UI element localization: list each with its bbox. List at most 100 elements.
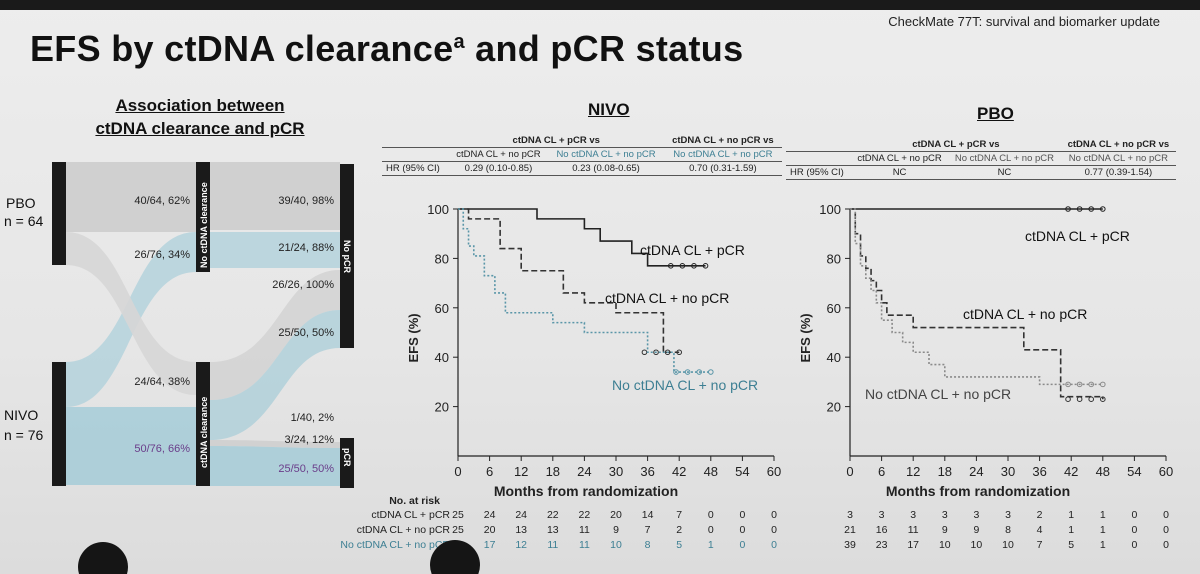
censor-mark — [667, 263, 674, 269]
hr-value-1: NC — [892, 167, 907, 178]
risk-value: 10 — [1002, 539, 1014, 551]
slide-title: EFS by ctDNA clearancea and pCR status — [30, 28, 743, 70]
label-no-pcr: No pCR — [342, 240, 352, 273]
risk-value: 2 — [676, 524, 683, 536]
risk-value: 22 — [578, 509, 591, 521]
top-bar — [0, 0, 1200, 10]
x-tick-label: 6 — [486, 464, 493, 479]
censor-mark — [1076, 206, 1083, 212]
risk-value: 0 — [1163, 509, 1169, 521]
risk-value: 10 — [610, 539, 622, 551]
sankey-heading: Association between ctDNA clearance and … — [70, 94, 330, 140]
series-label: ctDNA CL + pCR — [640, 242, 745, 258]
y-tick-label: 100 — [819, 202, 841, 217]
censor-mark — [702, 263, 709, 269]
hr-comparison-2: No ctDNA CL + no pCR — [954, 153, 1055, 164]
risk-value: 3 — [1005, 509, 1011, 521]
risk-value: 3 — [847, 509, 853, 521]
risk-value: 1 — [707, 539, 714, 551]
censor-mark — [1088, 206, 1095, 212]
risk-value: 1 — [1099, 524, 1106, 536]
x-tick-label: 30 — [1001, 464, 1015, 479]
risk-value: 24 — [483, 509, 496, 521]
pct-pbo-noclear-nopcr: 39/40, 98% — [278, 195, 334, 207]
risk-value: 1 — [1068, 509, 1075, 521]
hr-table-pbo: ctDNA CL + pCR vs ctDNA CL + no pCR vs c… — [786, 138, 1176, 180]
x-tick-label: 60 — [1159, 464, 1173, 479]
pct-pbo-clear-pcr: 1/40, 2% — [291, 412, 335, 424]
hr-comparison-3: No ctDNA CL + no pCR — [673, 149, 773, 160]
censor-mark — [664, 349, 671, 356]
risk-value: 11 — [907, 524, 919, 536]
risk-value: 0 — [1163, 524, 1169, 536]
risk-row-label: No ctDNA CL + no pCR — [340, 539, 450, 551]
censor-mark — [1100, 396, 1106, 402]
hr-value-1: 0.29 (0.10-0.85) — [464, 163, 533, 174]
panel-title-pbo: PBO — [977, 104, 1014, 123]
risk-value: 13 — [515, 524, 528, 536]
risk-value: 9 — [941, 524, 948, 536]
pct-nivo-noclear-nopcr: 21/24, 88% — [278, 242, 334, 254]
risk-value: 0 — [707, 509, 714, 521]
km-chart-pbo: 20 40 60 80 100 0 6 12 18 24 30 36 42 48 54 60 Months fr… — [798, 202, 1173, 499]
title-main: EFS by ctDNA clearance — [30, 28, 454, 69]
risk-value: 25 — [452, 524, 464, 536]
hr-table-nivo: ctDNA CL + pCR vs ctDNA CL + no pCR vs c… — [382, 134, 782, 176]
x-tick-label: 0 — [454, 464, 461, 479]
title-rest: and pCR status — [464, 28, 744, 69]
x-axis-label: Months from randomization — [886, 483, 1070, 499]
y-tick-label: 80 — [827, 251, 841, 266]
pct-pbo-clearance: 24/64, 38% — [134, 376, 190, 388]
flow-clear-pcr-gray — [210, 440, 340, 448]
risk-value: 16 — [875, 524, 888, 536]
x-tick-label: 48 — [704, 464, 718, 479]
y-tick-label: 20 — [435, 400, 449, 415]
risk-value: 0 — [739, 509, 746, 521]
series-label: ctDNA CL + pCR — [1025, 228, 1130, 244]
censor-mark — [696, 369, 703, 375]
title-superscript: a — [453, 31, 465, 53]
x-tick-label: 54 — [735, 464, 749, 479]
risk-value: 3 — [910, 509, 917, 521]
flow-noclear-nopcr-blue — [210, 232, 340, 268]
flow-noclear-nopcr-gray — [210, 162, 340, 230]
x-tick-label: 18 — [938, 464, 952, 479]
censor-mark — [679, 263, 686, 269]
x-tick-label: 48 — [1096, 464, 1110, 479]
arm-nivo-n: n = 76 — [4, 427, 44, 443]
arm-pbo-n: n = 64 — [4, 213, 44, 229]
x-axis-label: Months from randomization — [494, 483, 678, 499]
y-tick-label: 60 — [827, 301, 841, 316]
y-tick-label: 60 — [435, 301, 449, 316]
label-pcr: pCR — [342, 448, 352, 467]
hr-value-3: 0.70 (0.31-1.59) — [689, 163, 757, 174]
risk-value: 23 — [875, 539, 888, 551]
y-axis-label: EFS (%) — [406, 313, 421, 362]
x-tick-label: 36 — [640, 464, 654, 479]
risk-value: 17 — [907, 539, 920, 551]
pct-pbo-clear-nopcr: 26/26, 100% — [272, 279, 334, 291]
risk-value: 7 — [676, 509, 683, 521]
censor-mark — [1100, 381, 1106, 388]
risk-value: 0 — [1131, 539, 1138, 551]
risk-value: 3 — [941, 509, 948, 521]
x-tick-label: 30 — [609, 464, 623, 479]
flow-clear-nopcr-gray — [210, 270, 340, 400]
censor-mark — [1065, 206, 1071, 212]
risk-value: 3 — [973, 509, 980, 521]
risk-value: 5 — [1068, 539, 1075, 551]
sankey-diagram: No ctDNA clearance ctDNA clearance No pC… — [4, 162, 354, 488]
x-tick-label: 42 — [1064, 464, 1078, 479]
risk-value: 25 — [452, 509, 464, 521]
risk-value: 20 — [610, 509, 622, 521]
x-tick-label: 12 — [906, 464, 920, 479]
risk-value: 8 — [1005, 524, 1011, 536]
risk-value: 10 — [938, 539, 951, 551]
x-tick-label: 36 — [1032, 464, 1046, 479]
risk-value: 9 — [973, 524, 980, 536]
hr-value-3: 0.77 (0.39-1.54) — [1084, 167, 1153, 178]
risk-value: 14 — [641, 509, 654, 521]
risk-value: 9 — [613, 524, 619, 536]
risk-value: 3 — [878, 509, 885, 521]
risk-value: 0 — [771, 539, 777, 551]
